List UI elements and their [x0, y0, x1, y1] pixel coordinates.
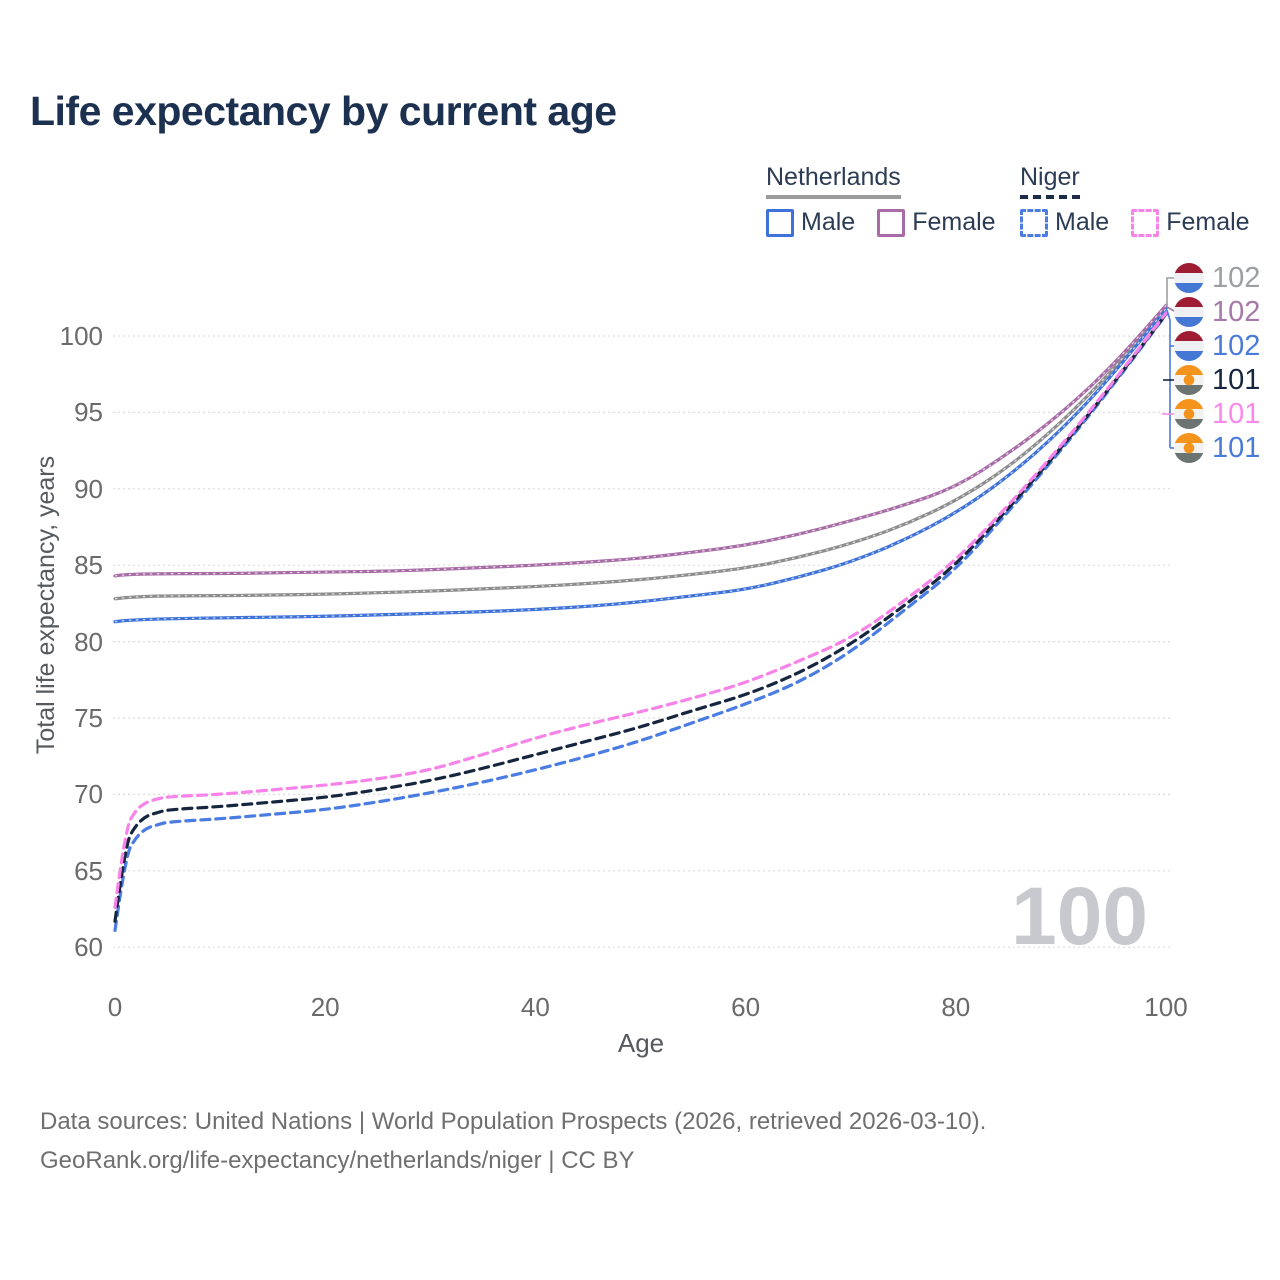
- netherlands-solid-line-key: [766, 195, 901, 199]
- legend-item-netherlands-female[interactable]: Female: [877, 208, 996, 237]
- legend-label: Female: [1166, 208, 1250, 236]
- end-label-value: 101: [1212, 397, 1261, 430]
- series-line-niger-all: [113, 312, 1168, 923]
- end-label-leader-line: [1166, 277, 1176, 306]
- niger-flag-icon: [1174, 365, 1204, 395]
- end-label-row: 102: [1174, 329, 1260, 363]
- netherlands-flag-icon: [1174, 263, 1204, 293]
- legend-group-netherlands: Netherlands Male Female: [766, 163, 1018, 237]
- series-line-netherlands-female: [113, 303, 1168, 578]
- end-label-row: 102: [1174, 295, 1260, 329]
- series-line-niger-male: [113, 313, 1168, 932]
- projection-overlay: [114, 308, 1167, 623]
- legend-group-name: Niger: [1020, 163, 1080, 191]
- niger-female-swatch-icon: [1131, 208, 1160, 237]
- niger-male-swatch-icon: [1020, 208, 1048, 237]
- legend-group-title-netherlands[interactable]: Netherlands: [766, 163, 901, 199]
- projection-overlay: [114, 305, 1167, 577]
- end-label-value: 102: [1212, 261, 1261, 294]
- niger-dashed-line-key: [1020, 195, 1080, 199]
- end-label-row: 101: [1174, 363, 1260, 397]
- end-label-leader-line: [1166, 309, 1171, 448]
- legend-item-netherlands-male[interactable]: Male: [766, 208, 855, 237]
- projection-overlay: [114, 306, 1167, 600]
- legend-group-name: Netherlands: [766, 163, 901, 191]
- series-line-niger-female: [113, 311, 1168, 910]
- end-label-value: 101: [1212, 363, 1261, 396]
- netherlands-flag-icon: [1174, 297, 1204, 327]
- niger-flag-icon: [1174, 399, 1204, 429]
- legend-label: Male: [1055, 208, 1110, 236]
- legend-label: Male: [801, 208, 856, 236]
- end-label-row: 101: [1174, 431, 1260, 465]
- end-label-value: 101: [1212, 431, 1261, 464]
- netherlands-female-swatch-icon: [877, 208, 906, 237]
- end-label-value: 102: [1212, 295, 1261, 328]
- legend-item-niger-female[interactable]: Female: [1131, 208, 1250, 237]
- attribution-url: GeoRank.org/life-expectancy/netherlands/…: [40, 1147, 635, 1174]
- page-title: Life expectancy by current age: [30, 88, 617, 134]
- end-label-value: 102: [1212, 329, 1261, 362]
- series-end-labels: 102 102 102 101 101 101: [1174, 261, 1260, 465]
- legend-label: Female: [912, 208, 996, 236]
- legend-item-niger-male[interactable]: Male: [1020, 208, 1109, 237]
- end-label-row: 102: [1174, 261, 1260, 295]
- end-label-row: 101: [1174, 397, 1260, 431]
- legend-group-title-niger[interactable]: Niger: [1020, 163, 1080, 199]
- niger-flag-icon: [1174, 433, 1204, 463]
- data-sources-note: Data sources: United Nations | World Pop…: [40, 1108, 987, 1135]
- netherlands-male-swatch-icon: [766, 208, 794, 237]
- legend-group-niger: Niger Male Female: [1020, 163, 1272, 237]
- netherlands-flag-icon: [1174, 331, 1204, 361]
